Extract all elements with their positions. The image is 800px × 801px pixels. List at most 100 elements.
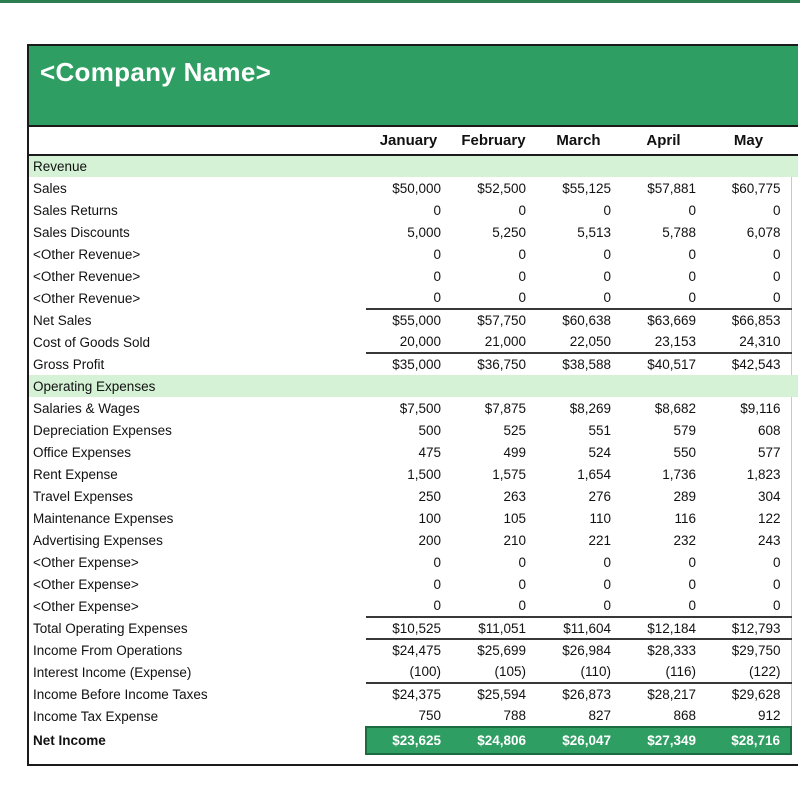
row-label[interactable]: Advertising Expenses [33, 532, 163, 548]
cell-february-income-tax-expense[interactable]: 788 [503, 708, 526, 723]
cell-february-operating-expenses[interactable] [451, 375, 536, 397]
cell-january-depreciation-expenses[interactable]: 500 [418, 422, 441, 438]
cell-february-income-from-operations[interactable]: $25,699 [477, 643, 526, 658]
row-label[interactable]: Income Before Income Taxes [33, 686, 208, 702]
row-label[interactable]: Depreciation Expenses [33, 422, 172, 438]
cell-march-other-revenue[interactable]: 0 [603, 268, 611, 284]
cell-february-advertising-expenses[interactable]: 210 [503, 532, 526, 548]
row-label[interactable]: Sales Returns [33, 202, 118, 218]
cell-march-other-expense[interactable]: 0 [603, 598, 611, 613]
cell-may-depreciation-expenses[interactable]: 608 [757, 422, 781, 438]
cell-january-sales-discounts[interactable]: 5,000 [407, 224, 441, 240]
cell-april-income-tax-expense[interactable]: 868 [673, 708, 696, 723]
cell-january-interest-income-expense[interactable]: (100) [409, 664, 441, 679]
cell-january-total-operating-expenses[interactable]: $10,525 [366, 616, 451, 640]
cell-april-rent-expense[interactable]: 1,736 [662, 466, 696, 482]
row-label[interactable]: Net Sales [33, 312, 92, 328]
cell-may-income-from-operations[interactable]: $29,750 [731, 643, 781, 658]
row-label[interactable]: Revenue [29, 155, 366, 177]
row-label[interactable]: Income Tax Expense [33, 708, 159, 724]
cell-january-net-sales[interactable]: $55,000 [366, 308, 451, 331]
row-label[interactable]: Maintenance Expenses [33, 510, 174, 526]
cell-january-operating-expenses[interactable] [366, 375, 451, 397]
cell-april-sales-returns[interactable]: 0 [688, 202, 696, 218]
cell-may-income-before-income-taxes[interactable]: $29,628 [706, 682, 791, 705]
cell-may-net-sales[interactable]: $66,853 [706, 308, 791, 331]
cell-may-salaries-wages[interactable]: $9,116 [740, 400, 781, 416]
cell-february-sales-discounts[interactable]: 5,250 [492, 224, 526, 240]
cell-february-cost-of-goods-sold[interactable]: 21,000 [484, 334, 526, 349]
cell-february-interest-income-expense[interactable]: (105) [494, 664, 526, 679]
cell-may-other-revenue[interactable]: 0 [772, 290, 781, 305]
cell-january-advertising-expenses[interactable]: 200 [418, 532, 441, 548]
column-header-april[interactable]: April [621, 127, 706, 156]
cell-february-rent-expense[interactable]: 1,575 [492, 466, 526, 482]
cell-may-other-revenue[interactable]: 0 [772, 268, 781, 284]
cell-april-operating-expenses[interactable] [621, 375, 706, 397]
cell-february-depreciation-expenses[interactable]: 525 [503, 422, 526, 438]
cell-january-income-from-operations[interactable]: $24,475 [392, 643, 441, 658]
row-label[interactable]: Net Income [33, 733, 106, 748]
cell-april-other-revenue[interactable]: 0 [688, 268, 696, 284]
cell-march-office-expenses[interactable]: 524 [588, 444, 611, 460]
cell-april-other-revenue[interactable]: 0 [688, 246, 696, 262]
cell-february-other-revenue[interactable]: 0 [518, 268, 526, 284]
row-label[interactable]: Salaries & Wages [33, 400, 140, 416]
cell-april-advertising-expenses[interactable]: 232 [673, 532, 696, 548]
cell-may-other-expense[interactable]: 0 [772, 576, 781, 592]
cell-february-maintenance-expenses[interactable]: 105 [503, 510, 526, 526]
row-label[interactable]: Rent Expense [33, 466, 118, 482]
cell-march-income-tax-expense[interactable]: 827 [588, 708, 611, 723]
cell-march-total-operating-expenses[interactable]: $11,604 [536, 616, 621, 640]
cell-january-sales-returns[interactable]: 0 [433, 202, 441, 218]
cell-february-salaries-wages[interactable]: $7,875 [484, 400, 526, 416]
cell-january-other-expense[interactable]: 0 [433, 554, 441, 570]
cell-april-income-from-operations[interactable]: $28,333 [647, 643, 696, 658]
cell-february-revenue[interactable] [451, 155, 536, 177]
cell-february-sales-returns[interactable]: 0 [518, 202, 526, 218]
cell-february-other-expense[interactable]: 0 [518, 576, 526, 592]
cell-march-depreciation-expenses[interactable]: 551 [588, 422, 611, 438]
cell-may-other-revenue[interactable]: 0 [772, 246, 781, 262]
cell-february-other-expense[interactable]: 0 [518, 598, 526, 613]
cell-april-gross-profit[interactable]: $40,517 [621, 352, 706, 375]
cell-january-other-revenue[interactable]: 0 [433, 246, 441, 262]
cell-january-cost-of-goods-sold[interactable]: 20,000 [399, 334, 441, 349]
column-header-march[interactable]: March [536, 127, 621, 156]
row-label[interactable]: Gross Profit [33, 356, 105, 372]
cell-january-income-before-income-taxes[interactable]: $24,375 [366, 682, 451, 705]
row-label[interactable]: Operating Expenses [29, 375, 366, 397]
cell-april-other-expense[interactable]: 0 [688, 554, 696, 570]
column-header-february[interactable]: February [451, 127, 536, 156]
cell-april-other-expense[interactable]: 0 [688, 598, 696, 613]
cell-may-other-expense[interactable]: 0 [772, 598, 781, 613]
cell-january-other-revenue[interactable]: 0 [433, 290, 441, 305]
cell-march-other-revenue[interactable]: 0 [603, 290, 611, 305]
cell-february-net-income[interactable]: $24,806 [451, 726, 536, 755]
cell-may-revenue[interactable] [706, 155, 791, 177]
cell-may-maintenance-expenses[interactable]: 122 [757, 510, 781, 526]
cell-april-net-income[interactable]: $27,349 [621, 726, 706, 755]
cell-march-operating-expenses[interactable] [536, 375, 621, 397]
cell-may-office-expenses[interactable]: 577 [757, 444, 781, 460]
row-label[interactable]: <Other Expense> [33, 598, 139, 614]
row-label[interactable]: Travel Expenses [33, 488, 134, 504]
cell-may-gross-profit[interactable]: $42,543 [706, 352, 791, 375]
cell-january-other-expense[interactable]: 0 [433, 598, 441, 613]
column-header-january[interactable]: January [366, 127, 451, 156]
cell-may-interest-income-expense[interactable]: (122) [748, 664, 781, 679]
cell-may-total-operating-expenses[interactable]: $12,793 [706, 616, 791, 640]
row-label[interactable]: Total Operating Expenses [33, 620, 188, 636]
cell-february-total-operating-expenses[interactable]: $11,051 [451, 616, 536, 640]
cell-february-other-expense[interactable]: 0 [518, 554, 526, 570]
cell-march-cost-of-goods-sold[interactable]: 22,050 [569, 334, 611, 349]
cell-march-gross-profit[interactable]: $38,588 [536, 352, 621, 375]
cell-march-net-income[interactable]: $26,047 [536, 726, 621, 755]
cell-february-gross-profit[interactable]: $36,750 [451, 352, 536, 375]
cell-january-other-expense[interactable]: 0 [433, 576, 441, 592]
cell-march-income-from-operations[interactable]: $26,984 [562, 643, 611, 658]
cell-january-maintenance-expenses[interactable]: 100 [418, 510, 441, 526]
row-label[interactable]: <Other Expense> [33, 576, 139, 592]
cell-march-travel-expenses[interactable]: 276 [588, 488, 611, 504]
cell-may-cost-of-goods-sold[interactable]: 24,310 [739, 334, 781, 349]
